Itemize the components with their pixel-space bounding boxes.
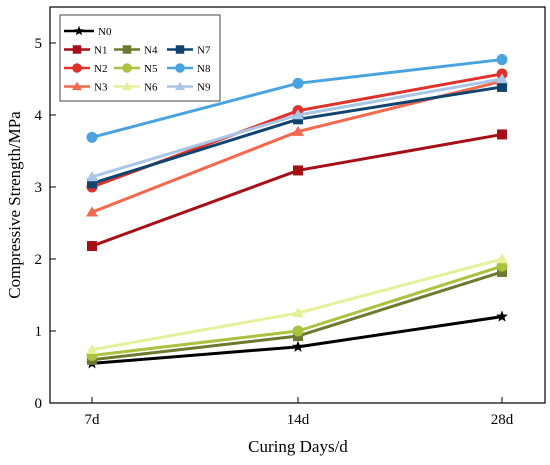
data-point-n7-28d — [497, 81, 507, 92]
legend-marker-n6 — [121, 81, 133, 91]
legend-frame — [59, 14, 221, 102]
legend-marker-n1 — [72, 45, 82, 54]
legend-label-n0: N0 — [98, 26, 112, 38]
data-point-n9-14d — [292, 109, 304, 120]
data-point-n4-28d — [497, 266, 507, 277]
data-point-n0-14d — [292, 340, 304, 352]
data-point-n1-7d — [87, 241, 97, 252]
legend: N0 N1 N4 N7 N2 N5 N8 N3 N6 N9 — [59, 14, 221, 102]
legend-marker-n2 — [72, 63, 82, 73]
legend-item-n1: N1 — [64, 45, 107, 57]
x-tick-label-14d: 14d — [287, 412, 310, 428]
data-point-n6-28d — [496, 253, 508, 264]
x-axis-title: Curing Days/d — [248, 437, 348, 456]
x-tick-label-28d: 28d — [491, 412, 514, 428]
legend-item-n6: N6 — [114, 82, 158, 94]
legend-label-n5: N5 — [144, 63, 158, 75]
legend-label-n6: N6 — [144, 82, 158, 94]
data-point-n8-7d — [86, 131, 98, 143]
y-tick-label: 3 — [35, 180, 43, 196]
data-point-n3-14d — [292, 125, 304, 136]
legend-label-n7: N7 — [197, 45, 211, 57]
data-point-n8-14d — [292, 77, 304, 89]
y-tick-label: 2 — [35, 252, 43, 268]
series-n8 — [86, 54, 508, 143]
series-layer — [86, 54, 508, 369]
legend-item-n2: N2 — [64, 63, 107, 75]
legend-marker-n7 — [175, 45, 185, 54]
series-n9 — [86, 73, 508, 182]
data-point-n7-7d — [87, 178, 97, 189]
series-n7 — [87, 81, 507, 189]
legend-item-n5: N5 — [114, 63, 158, 75]
legend-item-n0: N0 — [64, 25, 112, 38]
y-tick-label: 1 — [35, 324, 43, 340]
series-n1 — [87, 129, 507, 252]
axes-layer: 0 1 2 3 4 5 7d 14d 28d — [35, 6, 546, 428]
series-line-n1 — [91, 132, 503, 248]
data-point-n8-28d — [496, 54, 508, 66]
data-point-n9-28d — [496, 73, 508, 84]
data-point-n7-14d — [293, 114, 303, 125]
legend-marker-n0 — [73, 25, 85, 36]
legend-item-n7: N7 — [167, 45, 211, 57]
legend-item-n8: N8 — [167, 63, 211, 75]
legend-marker-n3 — [71, 81, 83, 91]
data-point-n9-7d — [86, 171, 98, 182]
data-point-n1-28d — [497, 129, 507, 140]
legend-label-n9: N9 — [197, 82, 211, 94]
y-tick-label: 5 — [35, 36, 43, 52]
legend-label-n3: N3 — [94, 82, 108, 94]
legend-label-n1: N1 — [94, 45, 107, 57]
legend-marker-n8 — [175, 63, 185, 73]
y-axis-title: Compressive Strength/MPa — [5, 111, 24, 299]
data-point-n1-14d — [293, 165, 303, 176]
data-point-n5-28d — [496, 260, 508, 272]
data-point-n5-14d — [292, 325, 304, 337]
data-point-n0-28d — [496, 310, 508, 322]
data-point-n3-7d — [86, 206, 98, 217]
legend-label-n8: N8 — [197, 63, 211, 75]
legend-item-n4: N4 — [114, 45, 158, 57]
legend-label-n4: N4 — [144, 45, 158, 57]
data-point-n6-7d — [86, 344, 98, 354]
series-n6 — [86, 253, 508, 354]
x-tick-label-7d: 7d — [85, 412, 101, 428]
legend-item-n9: N9 — [167, 82, 211, 94]
legend-label-n2: N2 — [94, 63, 107, 75]
data-point-n6-14d — [292, 307, 304, 318]
legend-marker-n5 — [122, 63, 132, 73]
y-tick-label: 0 — [35, 396, 43, 412]
legend-item-n3: N3 — [64, 82, 108, 94]
y-tick-label: 4 — [35, 108, 43, 124]
legend-marker-n4 — [122, 45, 132, 54]
legend-marker-n9 — [174, 81, 186, 91]
